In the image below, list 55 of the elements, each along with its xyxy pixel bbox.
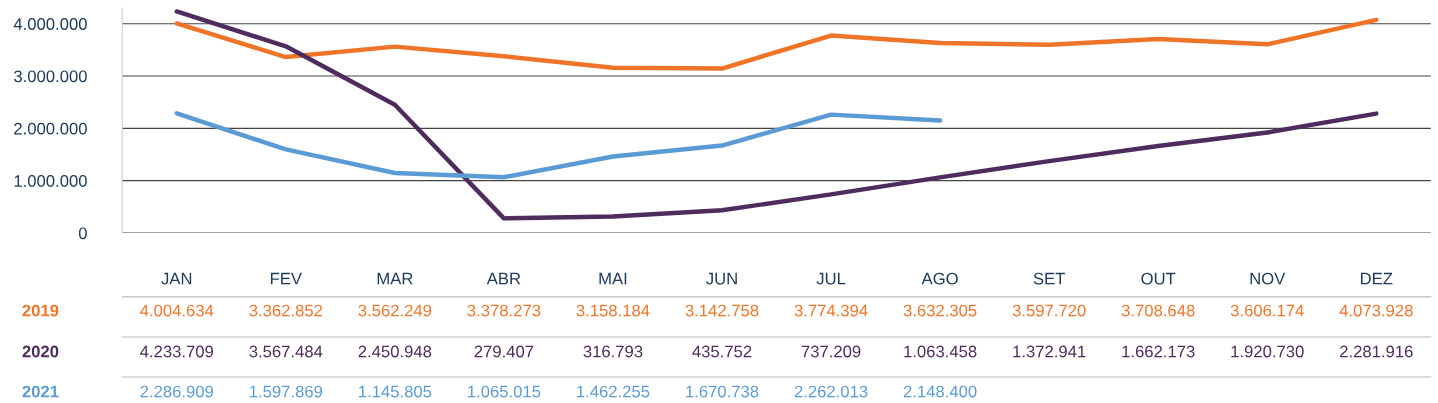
x-tick-label: JUN: [706, 272, 737, 285]
data-label: 2.286.909: [140, 385, 214, 398]
text: 2019: [22, 304, 59, 317]
data-label: 2.148.400: [903, 385, 977, 398]
text: 2021: [22, 385, 59, 398]
x-tick-label: MAR: [377, 272, 413, 285]
data-label: 3.362.852: [249, 304, 323, 317]
data-label: 3.158.184: [576, 304, 650, 317]
data-label: 1.372.941: [1013, 345, 1086, 358]
data-label: 435.752: [692, 345, 752, 358]
y-tick-label: 1.000.000: [14, 175, 87, 187]
data-label: 1.063.458: [904, 345, 977, 358]
data-label: 4.073.928: [1339, 304, 1413, 317]
x-tick-label: MAI: [599, 272, 627, 285]
data-label: 737.209: [801, 345, 861, 358]
x-tick-label: FEV: [270, 272, 302, 285]
data-label: 4.233.709: [140, 345, 214, 358]
y-tick-label: 0: [78, 227, 87, 240]
data-label: 3.708.648: [1121, 304, 1195, 317]
data-label: 1.920.730: [1231, 345, 1304, 358]
x-tick-label: NOV: [1250, 272, 1286, 285]
data-label: 1.597.869: [250, 385, 323, 398]
data-label: 3.774.394: [794, 304, 868, 317]
line-series: [174, 17, 1379, 71]
x-tick-label: JAN: [161, 272, 192, 285]
data-label: 3.597.720: [1012, 304, 1086, 317]
data-label: 279.407: [474, 345, 534, 358]
y-tick-label: 2.000.000: [14, 122, 87, 135]
data-label: 3.378.273: [467, 304, 541, 317]
data-label: 1.662.173: [1122, 345, 1195, 358]
data-label: 1.145.805: [359, 385, 432, 398]
data-label: 316.793: [583, 345, 643, 358]
data-label: 1.670.738: [686, 385, 759, 398]
line-series: [174, 111, 943, 180]
data-label: 1.065.015: [468, 385, 541, 398]
x-tick-label: SET: [1033, 272, 1065, 285]
line-series: [174, 9, 1379, 221]
data-label: 3.632.305: [903, 304, 977, 317]
y-tick-label: 3.000.000: [14, 70, 87, 83]
data-label: 3.567.484: [249, 345, 323, 358]
data-label: 1.462.255: [577, 385, 650, 398]
data-label: 2.262.013: [794, 385, 868, 398]
data-label: 3.142.758: [685, 304, 759, 317]
data-label: 2.450.948: [358, 345, 432, 358]
x-tick-label: AGO: [921, 272, 958, 285]
data-label: 4.004.634: [140, 304, 214, 317]
data-label: 3.606.174: [1230, 304, 1304, 317]
data-label: 3.562.249: [358, 304, 432, 317]
data-label: 2.281.916: [1340, 345, 1413, 358]
x-tick-label: JUL: [816, 272, 846, 285]
x-tick-label: OUT: [1141, 272, 1176, 285]
text: 2020: [22, 345, 59, 358]
y-tick-label: 4.000.000: [13, 18, 87, 30]
x-tick-label: DEZ: [1360, 272, 1393, 285]
x-tick-label: ABR: [486, 272, 521, 285]
